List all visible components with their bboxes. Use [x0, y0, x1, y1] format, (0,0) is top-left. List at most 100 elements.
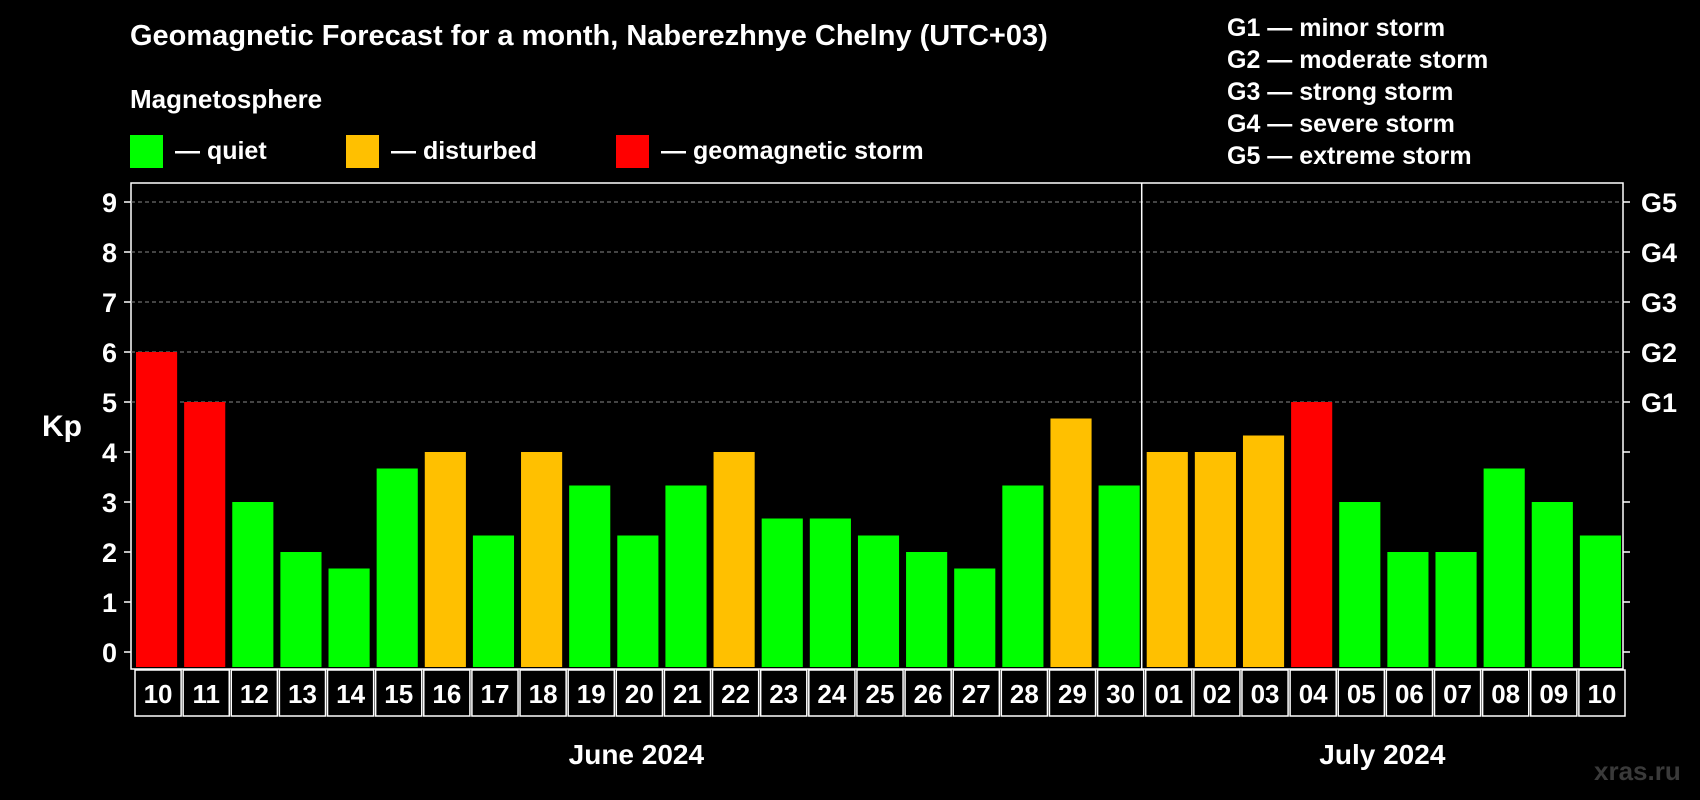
legend-item-storm: — geomagnetic storm — [616, 134, 924, 168]
legend-swatch-quiet — [130, 134, 163, 168]
bar-day-8 — [472, 535, 515, 667]
day-box-24 — [1241, 669, 1289, 717]
month-label-1: June 2024 — [569, 739, 705, 770]
day-box-31 — [1578, 669, 1626, 717]
day-label-10: 19 — [577, 679, 606, 709]
legend-swatch-disturbed — [346, 134, 379, 168]
day-label-15: 24 — [817, 679, 846, 709]
right-tick-label-g1: G1 — [1641, 388, 1677, 418]
day-box-9 — [519, 669, 567, 717]
day-box-3 — [230, 669, 279, 717]
bar-day-23 — [1194, 452, 1236, 667]
bar-day-26 — [1339, 502, 1381, 667]
storm-scale-legend: G1 — minor storm G2 — moderate storm G3 … — [1227, 12, 1488, 172]
day-label-12: 21 — [673, 679, 702, 709]
y-tick-label-7: 7 — [102, 288, 117, 318]
day-box-17 — [904, 669, 952, 717]
day-label-27: 06 — [1395, 679, 1424, 709]
bar-day-6 — [376, 468, 418, 667]
day-box-27 — [1385, 669, 1434, 717]
day-label-21: 30 — [1106, 679, 1135, 709]
bar-day-20 — [1050, 418, 1092, 667]
y-tick-label-9: 9 — [102, 188, 117, 218]
bar-day-5 — [328, 568, 370, 667]
day-box-25 — [1289, 669, 1337, 717]
day-box-22 — [1144, 669, 1193, 717]
y-tick-label-1: 1 — [102, 588, 117, 618]
bar-day-7 — [424, 452, 466, 667]
bar-day-19 — [1002, 485, 1044, 667]
month-label-2: July 2024 — [1319, 739, 1446, 770]
right-tick-label-g3: G3 — [1641, 288, 1677, 318]
y-tick-label-2: 2 — [102, 538, 117, 568]
day-label-17: 26 — [914, 679, 943, 709]
legend-item-quiet: — quiet — [130, 134, 267, 168]
day-box-11 — [615, 669, 664, 717]
bar-day-27 — [1387, 552, 1429, 667]
legend-swatch-storm — [616, 134, 649, 168]
storm-scale-g4: G4 — severe storm — [1227, 110, 1455, 138]
day-label-9: 18 — [529, 679, 558, 709]
day-label-26: 05 — [1347, 679, 1376, 709]
storm-scale-g3: G3 — strong storm — [1227, 78, 1454, 106]
chart-title: Geomagnetic Forecast for a month, Nabere… — [130, 20, 1048, 52]
day-label-19: 28 — [1010, 679, 1039, 709]
storm-scale-g2: G2 — moderate storm — [1227, 46, 1489, 74]
day-box-29 — [1481, 669, 1530, 717]
day-box-26 — [1337, 669, 1386, 717]
day-box-19 — [1000, 669, 1049, 717]
bar-day-31 — [1579, 535, 1621, 667]
bar-day-21 — [1098, 485, 1140, 667]
day-label-18: 27 — [962, 679, 991, 709]
bar-day-11 — [617, 535, 659, 667]
bar-day-24 — [1242, 435, 1285, 667]
day-box-21 — [1096, 669, 1145, 717]
legend-title: Magnetosphere — [130, 84, 323, 114]
day-label-13: 22 — [721, 679, 750, 709]
day-label-24: 03 — [1251, 679, 1280, 709]
day-box-7 — [423, 669, 471, 717]
day-box-20 — [1048, 669, 1097, 717]
day-label-29: 08 — [1491, 679, 1520, 709]
bar-day-13 — [713, 452, 755, 667]
day-box-15 — [808, 669, 856, 717]
y-tick-label-5: 5 — [102, 388, 117, 418]
right-tick-label-g4: G4 — [1641, 238, 1677, 268]
day-box-14 — [759, 669, 808, 717]
day-box-16 — [856, 669, 904, 717]
bar-day-3 — [232, 502, 274, 667]
bar-day-9 — [521, 452, 563, 667]
y-tick-label-6: 6 — [102, 338, 117, 368]
day-label-8: 17 — [481, 679, 510, 709]
day-label-22: 01 — [1154, 679, 1183, 709]
storm-scale-g1: G1 — minor storm — [1227, 14, 1446, 42]
day-label-1: 10 — [144, 679, 173, 709]
day-label-30: 09 — [1539, 679, 1568, 709]
day-label-11: 20 — [625, 679, 654, 709]
day-box-1 — [134, 669, 182, 717]
day-label-23: 02 — [1202, 679, 1231, 709]
bar-day-1 — [136, 352, 178, 667]
day-label-16: 25 — [866, 679, 895, 709]
day-box-6 — [374, 669, 423, 717]
right-tick-label-g2: G2 — [1641, 338, 1677, 368]
bar-day-15 — [809, 518, 851, 667]
day-label-4: 13 — [288, 679, 317, 709]
day-box-5 — [326, 669, 375, 717]
bar-day-12 — [665, 485, 707, 667]
bar-day-18 — [954, 568, 996, 667]
legend-label-quiet: — quiet — [175, 136, 267, 165]
day-label-5: 14 — [336, 679, 365, 709]
bar-day-2 — [184, 402, 226, 667]
bar-day-30 — [1531, 502, 1573, 667]
plot-frame — [130, 182, 1624, 670]
day-box-2 — [182, 669, 231, 717]
y-tick-label-3: 3 — [102, 488, 117, 518]
bar-day-14 — [761, 518, 803, 667]
day-box-13 — [711, 669, 760, 717]
bar-day-22 — [1146, 452, 1188, 667]
right-tick-label-g5: G5 — [1641, 188, 1677, 218]
watermark: xras.ru — [1594, 756, 1681, 786]
day-box-10 — [567, 669, 616, 717]
